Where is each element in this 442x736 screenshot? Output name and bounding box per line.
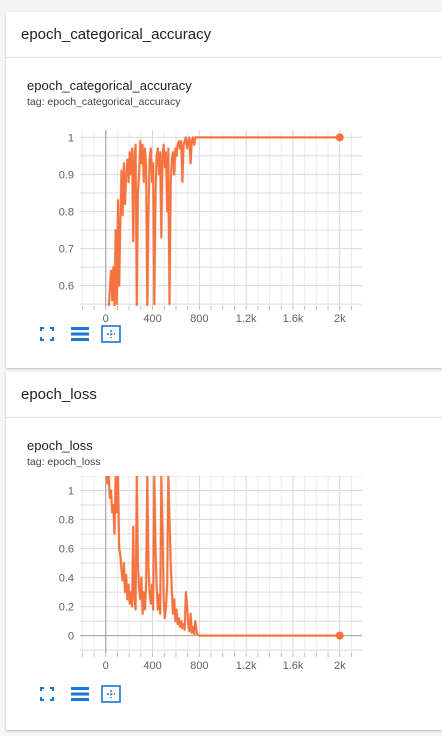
x-tick-label: 2k [334, 313, 346, 324]
y-tick-label: 0.8 [59, 207, 74, 219]
y-tick-label: 1 [68, 486, 74, 498]
loss-card-header[interactable]: epoch_loss [6, 372, 442, 418]
loss-chart-title: epoch_loss [27, 438, 93, 453]
y-tick-label: 0.8 [59, 515, 74, 527]
fit-to-screen-button[interactable] [36, 684, 58, 704]
y-tick-label: 0 [68, 631, 74, 643]
x-tick-label: 800 [190, 660, 208, 672]
y-tick-label: 0.7 [59, 244, 74, 256]
y-tick-label: 0.6 [59, 281, 74, 293]
accuracy-chart-tag: tag: epoch_categorical_accuracy [27, 96, 181, 108]
reset-zoom-icon [101, 325, 121, 343]
reset-zoom-button[interactable] [100, 324, 122, 344]
y-tick-label: 0.9 [59, 169, 74, 181]
last-point-marker [336, 632, 344, 640]
y-tick-label: 0.4 [59, 573, 74, 585]
fit-to-screen-icon [40, 327, 54, 341]
toggle-log-scale-icon [71, 327, 89, 341]
x-tick-label: 2k [334, 660, 346, 672]
reset-zoom-button[interactable] [100, 684, 122, 704]
x-tick-label: 0 [103, 660, 109, 672]
y-tick-label: 0.6 [59, 544, 74, 556]
x-tick-label: 1.6k [283, 660, 304, 672]
x-tick-label: 1.6k [283, 313, 304, 324]
fit-to-screen-icon [40, 687, 54, 701]
fit-to-screen-button[interactable] [36, 324, 58, 344]
x-tick-label: 800 [190, 313, 208, 324]
y-tick-label: 1 [68, 132, 74, 144]
y-tick-label: 0.2 [59, 602, 74, 614]
x-tick-label: 400 [143, 660, 161, 672]
x-tick-label: 0 [103, 313, 109, 324]
loss-chart-tag: tag: epoch_loss [27, 456, 101, 468]
accuracy-card: epoch_categorical_accuracy epoch_categor… [6, 12, 442, 368]
last-point-marker [336, 133, 344, 141]
x-tick-label: 1.2k [236, 660, 257, 672]
x-tick-label: 1.2k [236, 313, 257, 324]
accuracy-line-chart[interactable]: 0.6 0.7 0.8 0.9 1 0 400 800 1.2k 1.6k 2k [6, 130, 442, 324]
reset-zoom-icon [101, 685, 121, 703]
x-tick-label: 400 [143, 313, 161, 324]
accuracy-card-header[interactable]: epoch_categorical_accuracy [6, 12, 442, 58]
toggle-log-scale-button[interactable] [69, 324, 91, 344]
toggle-log-scale-icon [71, 687, 89, 701]
toggle-log-scale-button[interactable] [69, 684, 91, 704]
loss-line-chart[interactable]: 0 0.2 0.4 0.6 0.8 1 0 400 800 1.2k 1.6k 2k [6, 476, 442, 684]
grid-lines [80, 130, 362, 306]
accuracy-chart-title: epoch_categorical_accuracy [27, 78, 192, 93]
